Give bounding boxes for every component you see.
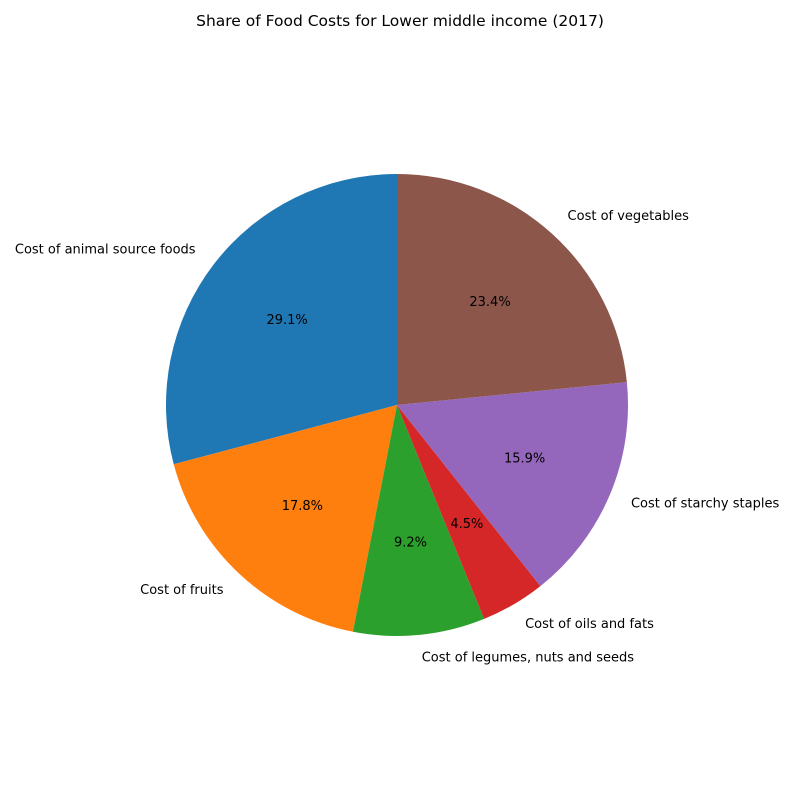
pie-pct-label-1: 17.8% [282, 499, 323, 514]
pie-pct-label-0: 29.1% [266, 313, 307, 328]
pie-slice-4 [397, 382, 628, 587]
pie-category-label-2: Cost of legumes, nuts and seeds [422, 650, 635, 665]
pie-category-label-3: Cost of oils and fats [525, 617, 654, 632]
chart-title: Share of Food Costs for Lower middle inc… [196, 12, 604, 30]
pie-category-label-5: Cost of vegetables [568, 209, 690, 224]
pie-pct-label-5: 23.4% [469, 295, 510, 310]
pie-category-label-0: Cost of animal source foods [15, 243, 196, 258]
pie-pct-label-2: 9.2% [394, 535, 427, 550]
pie-category-label-1: Cost of fruits [140, 583, 224, 598]
pie-slice-2 [352, 405, 485, 637]
pie-category-label-4: Cost of starchy staples [631, 497, 780, 512]
pie-pct-label-4: 15.9% [504, 452, 545, 467]
pie-slice-5 [397, 174, 627, 405]
pie-slice-3 [397, 405, 541, 619]
pie-slice-1 [173, 405, 397, 632]
pie-pct-label-3: 4.5% [450, 517, 483, 532]
pie-slice-0 [166, 174, 397, 465]
